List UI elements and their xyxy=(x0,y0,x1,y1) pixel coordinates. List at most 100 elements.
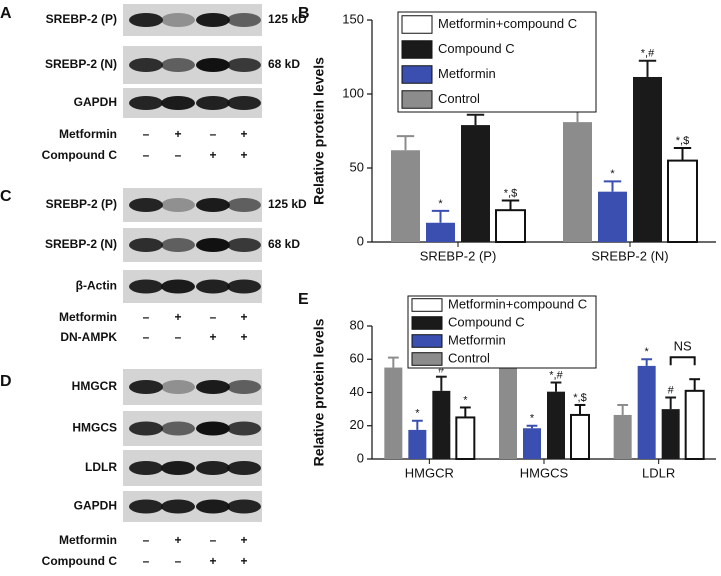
panel-letter: C xyxy=(0,188,12,205)
band-size: 68 kD xyxy=(268,237,300,251)
panel-letter: E xyxy=(298,291,309,308)
treatment-sign: + xyxy=(240,330,247,344)
bar xyxy=(408,429,427,459)
x-tick-label: SREBP-2 (N) xyxy=(591,248,668,263)
y-axis-label: Relative protein levels xyxy=(311,318,327,466)
significance-label: *,# xyxy=(549,369,563,381)
blot-band xyxy=(227,421,261,436)
blot-band xyxy=(196,238,230,252)
bar xyxy=(426,222,455,242)
y-tick-label: 40 xyxy=(350,384,364,399)
bar xyxy=(499,364,517,459)
y-tick-label: 100 xyxy=(342,85,364,100)
significance-label: * xyxy=(645,346,650,358)
treatment-label: Metformin xyxy=(59,533,117,547)
blot-band xyxy=(227,96,261,110)
legend-swatch xyxy=(401,90,433,109)
legend-label: Control xyxy=(448,350,490,365)
blot-band xyxy=(129,279,163,294)
treatment-sign: + xyxy=(240,310,247,324)
treatment-sign: + xyxy=(209,554,216,568)
bar xyxy=(547,391,565,459)
blot-band xyxy=(196,58,230,72)
y-tick-label: 80 xyxy=(350,317,364,332)
bar xyxy=(384,367,403,459)
legend-swatch xyxy=(401,40,433,59)
bar xyxy=(613,414,632,459)
row-label: HMGCS xyxy=(72,421,117,435)
treatment-sign: – xyxy=(175,330,182,344)
blot-band xyxy=(161,499,195,514)
bar xyxy=(391,150,420,242)
blot-band xyxy=(161,58,195,72)
treatment-label: Compound C xyxy=(42,148,118,162)
treatment-sign: – xyxy=(143,533,150,547)
bar xyxy=(432,390,451,459)
significance-label: * xyxy=(463,394,468,406)
treatment-sign: + xyxy=(174,310,181,324)
legend-label: Metformin xyxy=(448,332,506,347)
blot-band xyxy=(129,96,163,110)
bar xyxy=(633,76,662,242)
band-size: 125 kD xyxy=(268,12,307,26)
legend-label: Metformin+compound C xyxy=(448,296,587,311)
blot-band xyxy=(129,499,163,514)
band-size: 68 kD xyxy=(268,57,300,71)
row-label: LDLR xyxy=(85,460,117,474)
row-label: SREBP-2 (P) xyxy=(46,12,117,26)
blot-band xyxy=(227,198,261,212)
legend-label: Compound C xyxy=(448,314,525,329)
treatment-sign: + xyxy=(240,127,247,141)
blot-band xyxy=(161,198,195,212)
legend-swatch xyxy=(401,15,433,34)
blot-band xyxy=(129,58,163,72)
blot-band xyxy=(196,13,230,27)
blot-band xyxy=(196,461,230,475)
blot-band xyxy=(227,461,261,475)
significance-label: *,$ xyxy=(573,392,586,404)
panel-letter: D xyxy=(0,373,12,390)
bar xyxy=(563,122,592,242)
treatment-label: DN-AMPK xyxy=(60,330,117,344)
treatment-label: Metformin xyxy=(59,310,117,324)
row-label: SREBP-2 (P) xyxy=(46,197,117,211)
bar xyxy=(661,409,680,459)
blot-band xyxy=(196,380,230,394)
significance-label: * xyxy=(610,168,615,180)
treatment-sign: + xyxy=(174,127,181,141)
legend-label: Metformin+compound C xyxy=(438,16,577,31)
row-label: HMGCR xyxy=(72,379,118,393)
blot-band xyxy=(196,96,230,110)
blot-band xyxy=(227,13,261,27)
treatment-sign: – xyxy=(143,127,150,141)
significance-label: # xyxy=(438,364,445,376)
blot-band xyxy=(227,279,261,294)
blot-band xyxy=(227,499,261,514)
treatment-sign: – xyxy=(143,148,150,162)
blot-band xyxy=(227,380,261,394)
blot-band xyxy=(129,421,163,436)
blot-band xyxy=(196,499,230,514)
bar xyxy=(667,159,698,244)
panel-letter: A xyxy=(0,5,12,22)
legend-swatch xyxy=(411,352,443,366)
treatment-sign: + xyxy=(240,533,247,547)
y-tick-label: 60 xyxy=(350,351,364,366)
legend-label: Control xyxy=(438,91,480,106)
legend-swatch xyxy=(401,65,433,84)
ns-bracket xyxy=(669,356,696,366)
y-tick-label: 150 xyxy=(342,11,364,26)
x-tick-label: LDLR xyxy=(642,465,675,480)
treatment-sign: – xyxy=(175,554,182,568)
row-label: SREBP-2 (N) xyxy=(45,237,117,251)
blot-band xyxy=(129,461,163,475)
y-tick-label: 20 xyxy=(350,417,364,432)
bar xyxy=(598,191,627,242)
treatment-sign: + xyxy=(209,330,216,344)
treatment-sign: + xyxy=(174,533,181,547)
bar xyxy=(684,389,705,460)
y-tick-label: 50 xyxy=(350,159,364,174)
blot-band xyxy=(161,96,195,110)
panel-letter: B xyxy=(298,5,310,22)
legend-swatch xyxy=(411,298,443,312)
